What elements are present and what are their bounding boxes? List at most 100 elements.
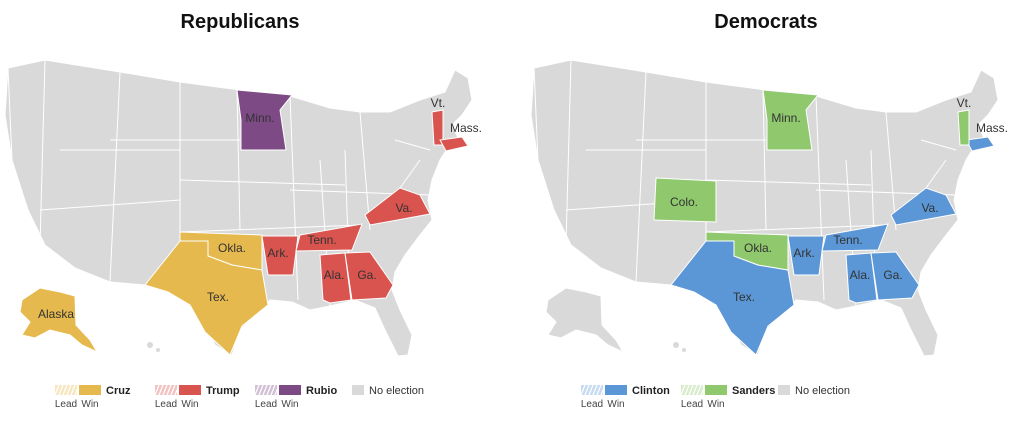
state-win (319, 252, 352, 304)
state-label: Tex. (207, 290, 229, 304)
hawaii (147, 342, 153, 348)
state-border (762, 89, 767, 231)
state-win (845, 252, 878, 304)
hatch (154, 384, 160, 396)
hawaii (682, 348, 686, 352)
legend-win: Win (707, 399, 724, 410)
state-label: Minn. (245, 111, 274, 125)
state-label: Okla. (744, 241, 772, 255)
hatch (700, 384, 706, 396)
hatch (596, 384, 602, 396)
legend-lead: Lead (55, 399, 77, 410)
hatch (688, 384, 694, 396)
state-border (236, 89, 241, 231)
state-border (565, 59, 572, 246)
hatch (162, 384, 168, 396)
legend-lead-swatch (154, 384, 180, 396)
state-win (236, 89, 293, 151)
legend-lead-swatch (680, 384, 706, 396)
legend-win-swatch (79, 385, 101, 395)
swatch-bg (255, 385, 277, 395)
legend-none: No election (795, 385, 850, 397)
state-border (39, 199, 181, 211)
legend-none: No election (369, 385, 424, 397)
state-label: Okla. (218, 241, 246, 255)
state-win (890, 187, 957, 226)
hatch (54, 384, 60, 396)
state-label: Ga. (357, 268, 376, 282)
state-label: Minn. (771, 111, 800, 125)
legend-win-swatch (705, 385, 727, 395)
state-win (821, 223, 889, 252)
state-border (533, 67, 539, 161)
legend-win: Win (607, 399, 624, 410)
hatch (592, 384, 598, 396)
legend-name: Cruz (106, 385, 131, 397)
swatch-bg (155, 385, 177, 395)
hatch (274, 384, 280, 396)
state-win (144, 240, 269, 356)
state-win (762, 89, 819, 151)
state-label: Tex. (733, 290, 755, 304)
state-border (109, 71, 121, 283)
state-label: Alaska (38, 307, 74, 321)
map-title: Democrats (714, 11, 817, 33)
state-win (261, 235, 299, 276)
state-win (19, 287, 99, 354)
state-label: Va. (395, 201, 412, 215)
state-win (957, 109, 970, 146)
state-win (705, 231, 789, 271)
hatch (692, 384, 698, 396)
hatch (70, 384, 76, 396)
legend-lead: Lead (681, 399, 703, 410)
state-border (920, 139, 957, 151)
hatch (170, 384, 176, 396)
map-title: Republicans (181, 11, 300, 33)
state-label: Ark. (267, 246, 288, 260)
state-border (394, 139, 431, 151)
state-border (179, 224, 361, 233)
legend-name: Trump (206, 385, 240, 397)
hatch (66, 384, 72, 396)
hatch (174, 384, 180, 396)
state-border (399, 159, 421, 189)
legend-none-swatch (352, 385, 364, 395)
legend-lead-swatch (54, 384, 80, 396)
hatch (696, 384, 702, 396)
hatch (270, 384, 276, 396)
hatch (262, 384, 268, 396)
hatch (580, 384, 586, 396)
state-border (705, 224, 887, 233)
legend-win-swatch (279, 385, 301, 395)
hatch (158, 384, 164, 396)
state-label: Vt. (431, 96, 446, 110)
legend-lead: Lead (581, 399, 603, 410)
legend-win-swatch (179, 385, 201, 395)
hatch (62, 384, 68, 396)
state-label: Tenn. (833, 233, 862, 247)
hatch (600, 384, 606, 396)
legend-win: Win (81, 399, 98, 410)
state-border (359, 111, 371, 231)
state-label: Ala. (324, 268, 345, 282)
state-win (653, 177, 717, 223)
legend-win: Win (281, 399, 298, 410)
hatch (588, 384, 594, 396)
hatch (58, 384, 64, 396)
legend-lead: Lead (255, 399, 277, 410)
legend-name: Sanders (732, 385, 775, 397)
legend-name: Clinton (632, 385, 670, 397)
hatch (166, 384, 172, 396)
state (545, 287, 625, 354)
legend-lead: Lead (155, 399, 177, 410)
hatch (680, 384, 686, 396)
hawaii (673, 342, 679, 348)
hatch (74, 384, 80, 396)
legend-lead-swatch (580, 384, 606, 396)
hawaii (156, 348, 160, 352)
legend-name: Rubio (306, 385, 337, 397)
hatch (584, 384, 590, 396)
state-win (439, 136, 469, 152)
state-border (925, 159, 947, 189)
